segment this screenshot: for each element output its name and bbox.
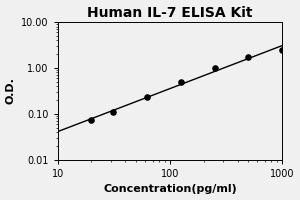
Point — [89, 119, 94, 122]
Y-axis label: O.D.: O.D. — [6, 78, 16, 104]
Point — [110, 110, 115, 114]
Point — [144, 96, 149, 99]
Title: Human IL-7 ELISA Kit: Human IL-7 ELISA Kit — [87, 6, 253, 20]
Point — [212, 66, 217, 70]
Point — [178, 80, 183, 83]
Point — [246, 56, 251, 59]
Point — [280, 48, 285, 51]
X-axis label: Concentration(pg/ml): Concentration(pg/ml) — [103, 184, 237, 194]
